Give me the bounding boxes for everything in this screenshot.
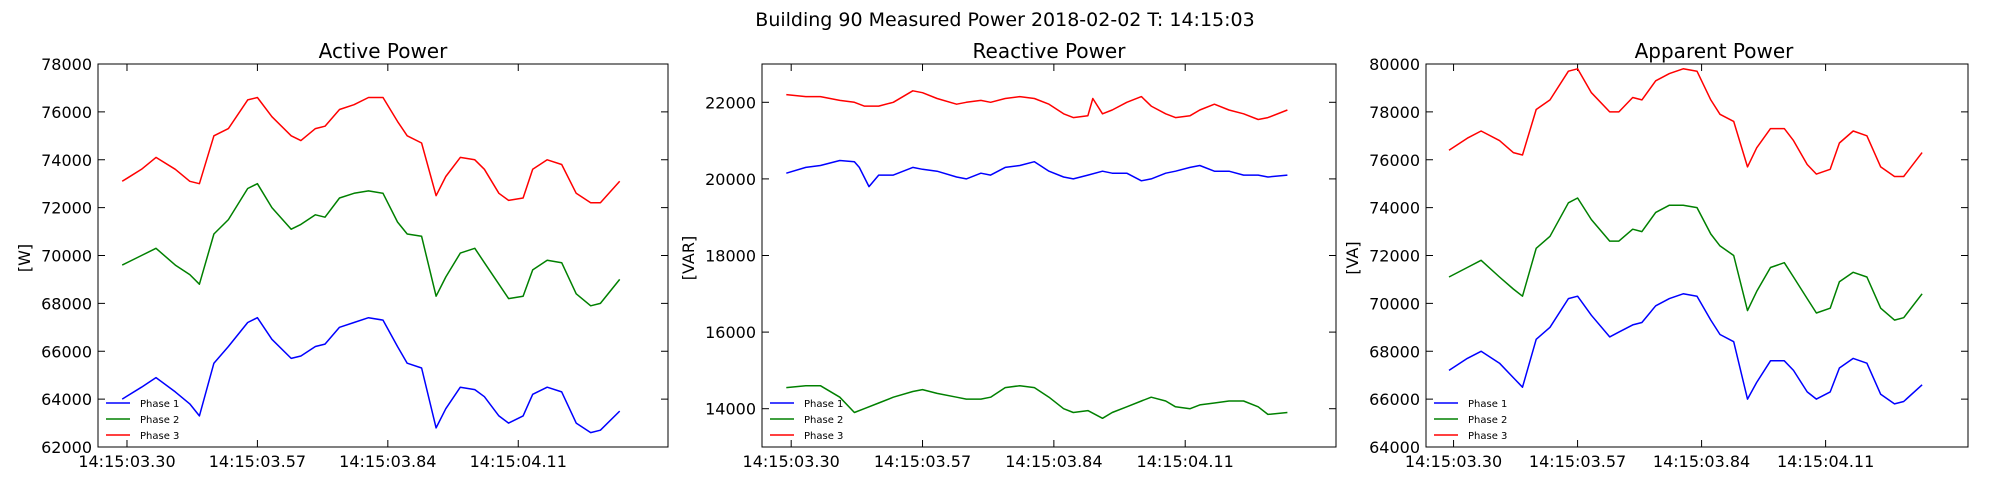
y-tick-label: 64000 [41,390,92,409]
legend-label-phase-2: Phase 2 [804,415,843,426]
reactive-power-y-label: [VAR] [679,236,698,280]
x-tick-label: 14:15:03.84 [339,452,436,471]
y-tick-label: 76000 [41,103,92,122]
x-tick-label: 14:15:03.30 [1405,452,1502,471]
y-tick-label: 66000 [41,342,92,361]
x-tick-label: 14:15:03.30 [743,452,840,471]
axes-frame [761,63,1337,448]
y-tick-label: 64000 [1369,438,1420,457]
y-tick-label: 70000 [41,247,92,266]
legend-label-phase-2: Phase 2 [1468,415,1507,426]
series-line-phase-3 [1448,68,1923,178]
y-tick-label: 18000 [705,247,756,266]
y-tick-label: 76000 [1369,151,1420,170]
active-power-y-label: [W] [15,244,34,272]
axes-frame [1425,63,1969,448]
legend-label-phase-3: Phase 3 [140,431,179,442]
figure-title: Building 90 Measured Power 2018-02-02 T:… [755,9,1254,31]
y-tick-label: 68000 [1369,342,1420,361]
reactive-power-plot: 14000 16000 18000 20000 22000 14:15:03.30 14:1… [705,63,1337,471]
axes-frame [97,63,669,448]
series-line-phase-2 [1448,197,1923,321]
y-tick-label: 62000 [41,438,92,457]
x-tick-label: 14:15:04.11 [1777,452,1874,471]
apparent-power-y-label: [VA] [1343,241,1362,274]
y-tick-label: 20000 [705,170,756,189]
legend-label-phase-1: Phase 1 [140,399,179,410]
legend-label-phase-3: Phase 3 [804,431,843,442]
legend-label-phase-1: Phase 1 [804,399,843,410]
y-tick-label: 66000 [1369,390,1420,409]
x-tick-label: 14:15:03.57 [874,452,971,471]
y-tick-label: 72000 [1369,247,1420,266]
apparent-power-plot: 64000 66000 68000 70000 72000 74000 76000 78000… [1369,55,1969,471]
x-tick-label: 14:15:03.57 [209,452,306,471]
x-tick-label: 14:15:03.84 [1005,452,1102,471]
y-tick-label: 16000 [705,323,756,342]
reactive-power-title: Reactive Power [973,39,1127,63]
active-power-title: Active Power [319,39,448,63]
active-power-plot: 62000 64000 66000 68000 70000 72000 74000 76000… [41,55,669,471]
y-tick-label: 72000 [41,199,92,218]
legend-label-phase-2: Phase 2 [140,415,179,426]
legend-label-phase-3: Phase 3 [1468,431,1507,442]
y-tick-label: 78000 [41,55,92,74]
series-line-phase-1 [1448,293,1923,405]
apparent-power-panel: Apparent Power [VA] 64000 66000 68000 70000… [1343,39,1969,471]
series-line-phase-3 [786,90,1288,121]
y-tick-label: 78000 [1369,103,1420,122]
series-line-phase-3 [121,96,621,204]
series-line-phase-1 [786,159,1288,188]
x-tick-label: 14:15:04.11 [470,452,567,471]
x-tick-label: 14:15:03.84 [1653,452,1750,471]
series-line-phase-2 [121,182,621,307]
active-power-panel: Active Power [W] 62000 64000 66000 68000 700… [15,39,669,471]
y-tick-label: 70000 [1369,294,1420,313]
x-tick-label: 14:15:04.11 [1137,452,1234,471]
y-tick-label: 68000 [41,294,92,313]
y-tick-label: 22000 [705,93,756,112]
y-tick-label: 14000 [705,400,756,419]
series-line-phase-2 [786,384,1288,420]
y-tick-label: 74000 [41,151,92,170]
apparent-power-title: Apparent Power [1635,39,1795,63]
x-tick-label: 14:15:03.30 [78,452,175,471]
series-line-phase-1 [121,316,621,434]
y-tick-label: 80000 [1369,55,1420,74]
x-tick-label: 14:15:03.57 [1529,452,1626,471]
y-tick-label: 74000 [1369,199,1420,218]
reactive-power-panel: Reactive Power [VAR] 14000 16000 18000 2000… [679,39,1337,471]
legend-label-phase-1: Phase 1 [1468,399,1507,410]
